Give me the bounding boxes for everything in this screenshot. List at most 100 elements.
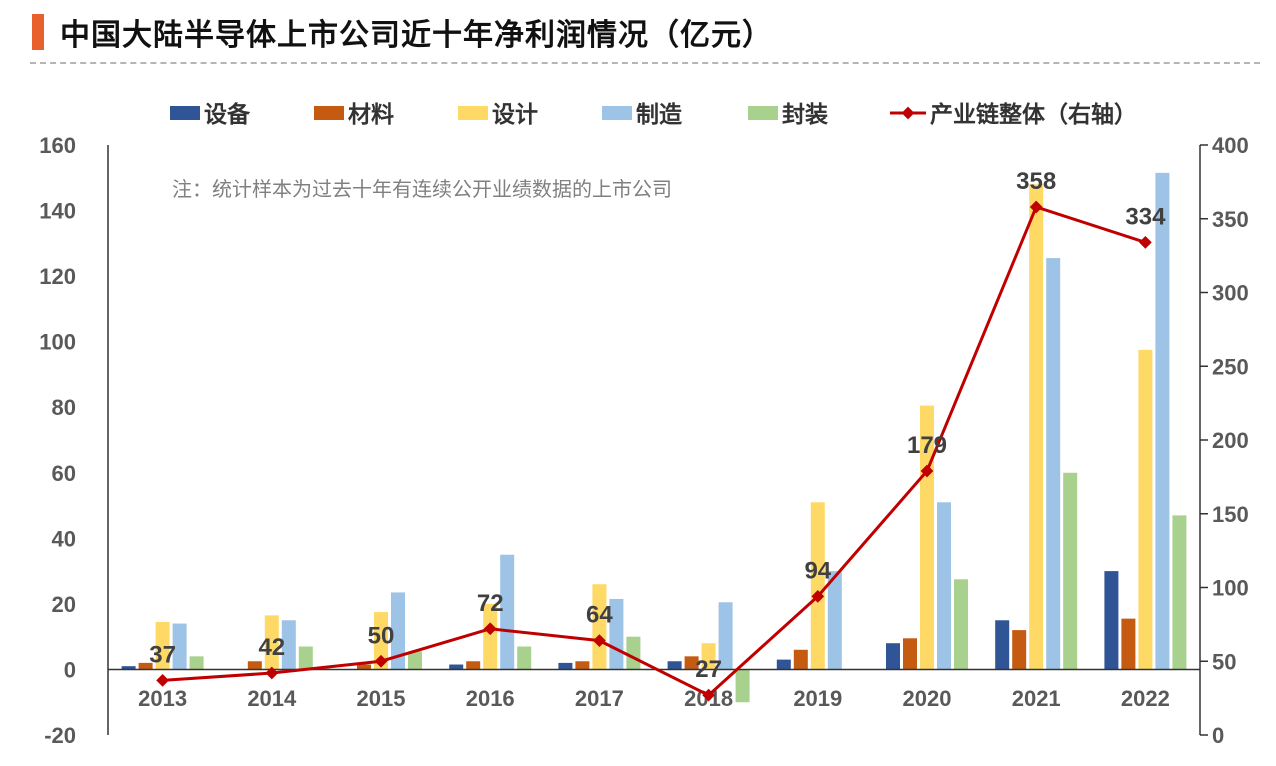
left-tick-label: 80: [52, 395, 76, 420]
bar-设计: [374, 612, 388, 670]
line-series: 37 42 50 72 64 27 94 179 358 334: [149, 168, 1166, 702]
legend-label-封装: 封装: [782, 102, 828, 128]
bar-材料: [793, 649, 808, 670]
legend: 设备 材料 设计 制造 封装 产业链整体（右轴）: [170, 101, 1137, 128]
bar-制造: [718, 602, 733, 670]
bar-设备: [1104, 571, 1119, 670]
chart-note: 注：统计样本为过去十年有连续公开业绩数据的上市公司: [172, 177, 672, 201]
bar-材料: [1012, 630, 1027, 670]
x-tick-label: 2019: [793, 686, 842, 711]
left-axis-ticks: 160 140 120 100 80 60 40 20 0 -20: [39, 133, 76, 748]
title-accent-bar: [32, 14, 44, 50]
x-tick-label: 2022: [1121, 686, 1170, 711]
bar-封装: [735, 669, 750, 703]
line-data-label: 358: [1016, 168, 1056, 195]
line-data-label: 64: [586, 602, 613, 629]
right-tick-label: 250: [1212, 354, 1249, 379]
line-data-label: 94: [804, 557, 831, 584]
left-tick-label: 100: [39, 330, 76, 355]
legend-label-制造: 制造: [636, 102, 683, 128]
right-tick-label: 150: [1212, 502, 1249, 527]
bar-设计: [264, 615, 279, 670]
line-point: [1139, 235, 1152, 249]
right-tick-label: 350: [1212, 207, 1249, 232]
bar-封装: [954, 579, 968, 670]
line-data-label: 179: [907, 432, 947, 459]
right-tick-label: 50: [1212, 649, 1236, 674]
legend-swatch-封装: [748, 106, 778, 120]
x-tick-label: 2015: [357, 686, 406, 711]
left-tick-label: 40: [52, 526, 76, 551]
bar-制造: [1046, 258, 1061, 670]
bar-制造: [827, 571, 842, 670]
page-title: 中国大陆半导体上市公司近十年净利润情况（亿元）: [60, 18, 773, 53]
line-data-label: 334: [1125, 203, 1166, 230]
x-tick-label: 2014: [247, 686, 297, 711]
x-tick-label: 2021: [1012, 686, 1061, 711]
left-tick-label: 20: [52, 592, 76, 617]
bar-设备: [121, 666, 136, 670]
title-row: 中国大陆半导体上市公司近十年净利润情况（亿元）: [0, 0, 1276, 66]
bar-封装: [1063, 472, 1078, 670]
title-divider: [30, 62, 1260, 64]
bar-材料: [1121, 618, 1136, 670]
bars: [121, 172, 1187, 703]
right-tick-label: 100: [1212, 576, 1249, 601]
bar-制造: [281, 620, 296, 670]
line-data-label: 37: [149, 641, 176, 668]
legend-marker-产业链整体（右轴）: [901, 106, 915, 120]
right-tick-label: 300: [1212, 281, 1249, 306]
bar-设计: [592, 584, 607, 670]
bar-设计: [1029, 184, 1044, 670]
legend-swatch-材料: [314, 106, 344, 120]
bar-制造: [1155, 172, 1170, 670]
legend-swatch-制造: [602, 106, 632, 120]
bar-材料: [575, 661, 590, 670]
bar-设备: [558, 662, 573, 670]
line-point: [156, 674, 169, 687]
legend-label-产业链整体（右轴）: 产业链整体（右轴）: [930, 101, 1137, 128]
x-tick-label: 2016: [466, 686, 515, 711]
line-data-label: 27: [695, 656, 722, 683]
left-tick-label: 0: [64, 657, 76, 682]
left-tick-label: -20: [44, 723, 76, 748]
left-tick-label: 60: [52, 461, 76, 486]
right-tick-label: 400: [1212, 133, 1249, 158]
legend-label-材料: 材料: [348, 102, 394, 128]
bar-设备: [995, 620, 1010, 670]
bar-封装: [1172, 515, 1187, 670]
bar-设计: [155, 621, 170, 670]
line-data-label: 50: [368, 622, 395, 649]
legend-swatch-设计: [458, 106, 488, 120]
bar-设备: [776, 659, 791, 670]
bar-制造: [391, 592, 405, 670]
bar-封装: [189, 656, 204, 670]
bar-制造: [937, 502, 951, 670]
bar-材料: [357, 664, 371, 670]
line-path: [162, 205, 1146, 697]
bar-设备: [667, 661, 682, 670]
x-tick-label: 2017: [575, 686, 624, 711]
bar-设计: [1138, 349, 1153, 670]
bar-封装: [298, 646, 313, 670]
right-tick-label: 0: [1212, 723, 1224, 748]
right-axis-ticks: 400 350 300 250 200 150 100 50 0: [1200, 133, 1249, 748]
bar-封装: [517, 646, 532, 670]
bar-封装: [626, 636, 641, 670]
bar-设计: [483, 603, 498, 670]
left-tick-label: 140: [39, 199, 76, 224]
right-tick-label: 200: [1212, 428, 1249, 453]
bar-材料: [138, 662, 153, 670]
bar-设备: [449, 664, 464, 670]
x-tick-label: 2020: [903, 686, 952, 711]
bar-制造: [172, 623, 187, 670]
legend-label-设备: 设备: [204, 101, 251, 128]
bar-材料: [247, 661, 262, 670]
bar-封装: [408, 651, 422, 670]
bar-设备: [886, 643, 900, 670]
x-axis-labels: 2013201420152016201720182019202020212022: [138, 686, 1170, 711]
x-tick-label: 2013: [138, 686, 187, 711]
legend-swatch-设备: [170, 106, 200, 120]
bar-设计: [701, 643, 716, 670]
